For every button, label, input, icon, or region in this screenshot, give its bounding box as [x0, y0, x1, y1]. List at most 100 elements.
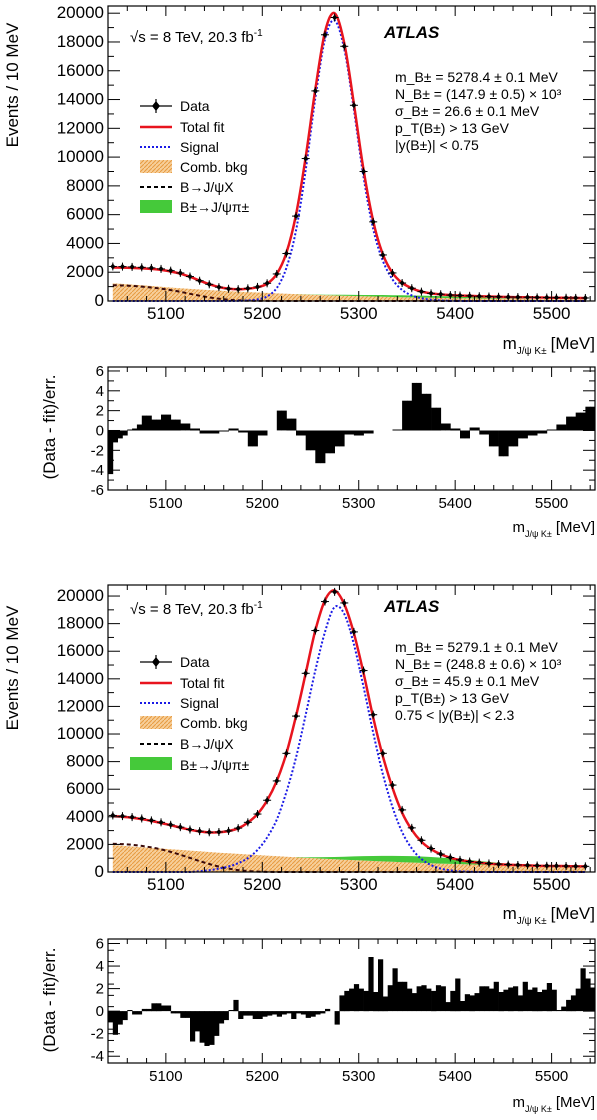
data-point [253, 282, 262, 291]
xlabel-unit: [MeV] [551, 334, 595, 353]
data-point-marker [476, 859, 482, 866]
pull-bar [194, 428, 200, 431]
data-point-marker [226, 827, 232, 834]
xlabel-m: m [512, 519, 525, 536]
data-point [166, 820, 175, 829]
data-point-marker [197, 277, 203, 284]
data-point-marker [544, 294, 550, 301]
x-tick-label: 5300 [340, 875, 378, 894]
data-point [533, 293, 542, 302]
y-tick-label: 4 [96, 958, 104, 975]
y-tick-label: -2 [91, 1026, 104, 1043]
data-point-marker [370, 218, 376, 225]
data-point [195, 827, 204, 836]
legend: Data Total fit Signal Comb. bkg B→J/ψX B… [130, 654, 250, 773]
pull-bar [378, 959, 384, 1012]
xlabel: mJ/ψ K± [MeV] [503, 334, 595, 357]
pull-bar [300, 430, 307, 436]
data-point [176, 268, 185, 277]
frame [107, 366, 596, 491]
pull-bar [450, 428, 456, 431]
frame [107, 5, 596, 302]
frame [107, 938, 596, 1064]
pull-bar [421, 393, 427, 431]
pull-bar [334, 430, 340, 447]
pull-bar [199, 430, 205, 434]
info-line-1: m_B± = 5278.4 ± 0.1 MeV [395, 69, 559, 85]
pull-bar [570, 416, 577, 431]
data-point-marker [563, 294, 569, 301]
pull-bar [281, 1011, 287, 1015]
axes: 5100 5200 5300 5400 5500 0 2000 4000 6000 8000 100… [57, 3, 595, 323]
pull-bar [566, 416, 572, 431]
pull-bar [387, 985, 393, 1012]
pull-bar [542, 430, 548, 434]
y-tick-label: 4 [96, 383, 104, 400]
pull-bar [353, 984, 360, 1012]
pull-bar [339, 995, 345, 1012]
data-point-marker [370, 711, 376, 718]
pull-bar [488, 430, 495, 447]
pull-bar [416, 986, 422, 1012]
pull-bar [542, 989, 548, 1012]
fit-info: m_B± = 5278.4 ± 0.1 MeV N_B± = (147.9 ± … [395, 69, 562, 153]
data-point [581, 862, 590, 871]
data-point-marker [332, 14, 338, 21]
pull-bar [392, 429, 398, 431]
legend: Data Total fit Signal Comb. bkg B→J/ψX B… [140, 98, 250, 215]
y-tick-label: -2 [91, 442, 104, 459]
data-point [475, 292, 484, 301]
pull-bar [373, 992, 379, 1012]
data-point [378, 749, 387, 758]
data-point [147, 816, 156, 825]
pull-bar [435, 985, 442, 1012]
data-point-marker [476, 293, 482, 300]
legend-b-jpsi-x-label: B→J/ψX [180, 736, 234, 752]
data-point [137, 263, 146, 272]
data-point [398, 805, 407, 814]
pull-bar [479, 986, 485, 1012]
pull-bar [281, 410, 287, 431]
energy-text: √s = 8 TeV, 20.3 fb [130, 29, 254, 46]
atlas-label: ATLAS [383, 23, 440, 42]
data-point [157, 818, 166, 827]
pull-bar [561, 1006, 567, 1012]
pull-bar [156, 419, 162, 431]
pull-bar [209, 430, 215, 434]
pull-bar [407, 988, 413, 1012]
data-point-marker [274, 270, 280, 277]
pull-bar [247, 430, 253, 447]
data-point [427, 289, 436, 298]
data-point-marker [505, 861, 511, 868]
xlabel-sub: J/ψ K± [525, 1104, 552, 1114]
pull-bar [368, 957, 374, 1012]
pull-bar [551, 989, 557, 1012]
pull-bar [329, 430, 335, 454]
y-tick-label: 6000 [66, 779, 104, 798]
data-point-marker [322, 598, 328, 605]
data-point-marker [361, 667, 367, 674]
legend-signal: Signal [140, 139, 219, 155]
data-point [369, 217, 378, 226]
pull-bar [300, 1011, 307, 1015]
data-point-marker [274, 777, 280, 784]
pull-bar [320, 430, 326, 464]
data-point [523, 293, 532, 302]
pull-bar [440, 423, 446, 431]
data-point-marker [254, 811, 260, 818]
pull-bar [243, 430, 249, 433]
pull-bar [238, 430, 244, 433]
data-point [340, 598, 349, 607]
data-point [436, 850, 445, 859]
data-point-marker [447, 292, 453, 299]
pull-bar [484, 986, 490, 1012]
plot-layer [108, 382, 596, 475]
pull-bar [127, 1010, 133, 1012]
data-point-marker [158, 819, 164, 826]
data-point-marker [293, 213, 299, 220]
data-point-marker [389, 782, 395, 789]
pull-bar [112, 1011, 118, 1035]
pull-bar [469, 995, 475, 1012]
data-point [494, 860, 503, 869]
y-tick-label: 14000 [57, 90, 104, 109]
